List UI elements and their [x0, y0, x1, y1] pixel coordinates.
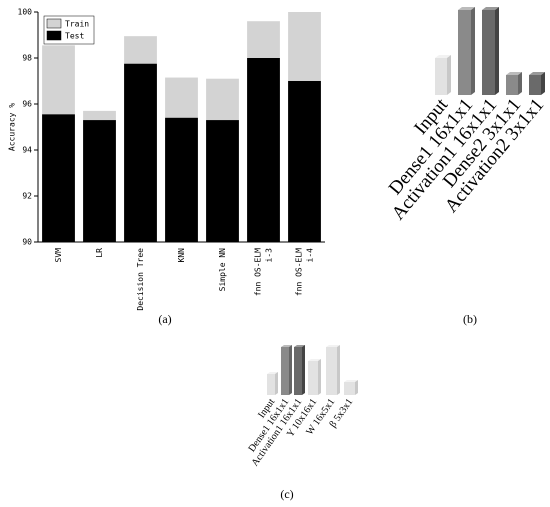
legend-label: Test [65, 32, 84, 41]
legend-label: Train [65, 20, 89, 29]
y-tick-label: 94 [22, 146, 32, 155]
bar [247, 58, 280, 242]
x-tick-label: LR [95, 248, 104, 258]
y-tick-label: 96 [22, 100, 32, 109]
caption: (b) [463, 312, 477, 326]
layer-bars-b [435, 7, 545, 95]
bar [42, 114, 75, 242]
x-tick-label: fnn OS-ELM [295, 248, 304, 296]
x-tick-label: Decision Tree [136, 248, 145, 311]
y-tick-label: 92 [22, 192, 32, 201]
caption: (a) [158, 312, 171, 326]
y-tick-label: 100 [18, 8, 33, 17]
x-tick-label: SVM [54, 248, 63, 263]
bar [288, 81, 321, 242]
y-tick-label: 90 [22, 238, 32, 247]
caption: (c) [280, 487, 293, 501]
legend-swatch [46, 30, 62, 41]
x-tick-label: i-4 [306, 248, 315, 263]
x-tick-label: Simple NN [218, 248, 227, 292]
x-tick-label: fnn OS-ELM [254, 248, 263, 296]
y-tick-label: 98 [22, 54, 32, 63]
legend-swatch [46, 18, 62, 29]
bar [206, 120, 239, 242]
y-axis-label: Accuracy % [8, 103, 17, 151]
bar [124, 63, 157, 242]
x-tick-label: i-3 [265, 248, 274, 263]
bar [165, 117, 198, 242]
bar [83, 120, 116, 242]
layer-bars-c [267, 345, 358, 395]
x-tick-label: KNN [177, 248, 186, 263]
